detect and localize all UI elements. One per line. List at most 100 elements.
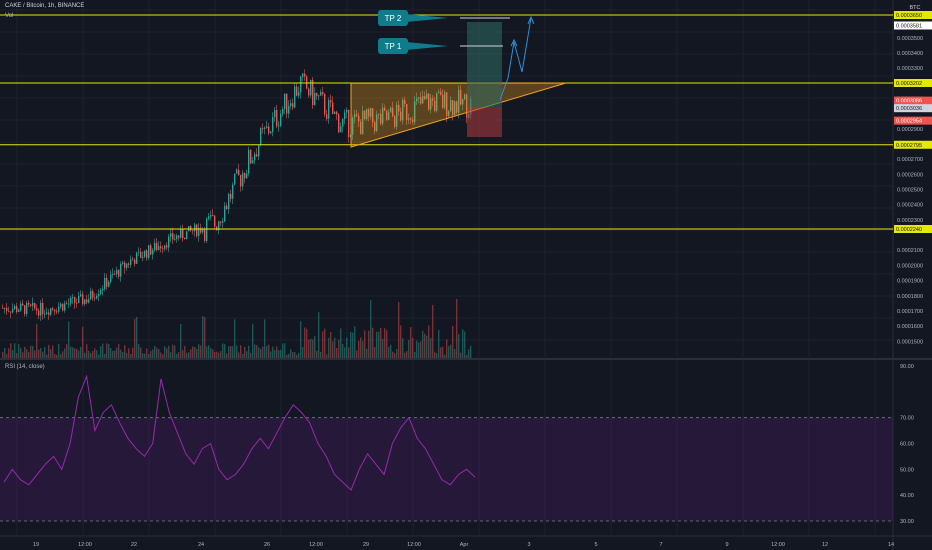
- candle-body: [120, 263, 122, 277]
- volume-bar: [456, 298, 458, 358]
- volume-bar: [18, 343, 20, 358]
- volume-bar: [352, 332, 354, 358]
- tp-bubble: [378, 10, 408, 26]
- candle-body: [90, 291, 92, 300]
- candle-body: [282, 109, 284, 114]
- candle-body: [268, 126, 270, 134]
- time-tick-label: 22: [131, 542, 137, 548]
- candle-body: [294, 86, 296, 108]
- candle-body: [62, 303, 64, 311]
- candle-body: [94, 297, 96, 299]
- candle-body: [398, 104, 400, 112]
- position-profit-zone: [467, 22, 502, 107]
- candle-body: [284, 93, 286, 110]
- volume-bar: [50, 349, 52, 358]
- candle-body: [178, 235, 180, 238]
- candle-body: [414, 101, 416, 123]
- volume-bar: [176, 353, 178, 358]
- volume-bar: [20, 347, 22, 358]
- volume-bar: [84, 352, 86, 358]
- volume-bar: [318, 312, 320, 358]
- candle-body: [226, 205, 228, 210]
- volume-bar: [292, 352, 294, 358]
- volume-bar: [24, 346, 26, 358]
- volume-bar: [404, 352, 406, 358]
- time-tick-label: 3: [527, 542, 530, 548]
- volume-bar: [218, 352, 220, 358]
- volume-bar: [270, 351, 272, 358]
- price-tick-label: 0.0002000: [897, 263, 923, 269]
- volume-bar: [432, 304, 434, 358]
- candle-body: [16, 306, 18, 312]
- candle-body: [8, 310, 10, 312]
- candle-body: [380, 113, 382, 124]
- candle-body: [140, 251, 142, 258]
- volume-bar: [408, 340, 410, 358]
- candle-body: [402, 99, 404, 121]
- volume-bar: [68, 321, 70, 358]
- candle-body: [182, 229, 184, 238]
- candle-body: [288, 106, 290, 114]
- candle-body: [34, 302, 36, 309]
- candle-body: [446, 92, 448, 116]
- volume-bar: [400, 325, 402, 358]
- candle-body: [358, 115, 360, 122]
- candle-body: [130, 259, 132, 265]
- volume-bar: [438, 330, 440, 358]
- candle-body: [262, 128, 264, 129]
- candle-body: [386, 110, 388, 120]
- tp-pointer: [406, 14, 448, 22]
- candle-body: [458, 89, 460, 113]
- candle-body: [372, 108, 374, 123]
- volume-bar: [288, 353, 290, 358]
- volume-bar: [186, 352, 188, 358]
- volume-bar: [342, 343, 344, 358]
- tp-label: TP 2: [385, 14, 402, 23]
- candle-body: [220, 221, 222, 223]
- candle-body: [76, 302, 78, 304]
- candle-body: [142, 256, 144, 258]
- volume-bar: [100, 346, 102, 358]
- volume-bar: [34, 350, 36, 358]
- volume-bar: [120, 349, 122, 358]
- price-label-box: [894, 104, 932, 113]
- volume-bar: [368, 330, 370, 358]
- candle-body: [456, 101, 458, 113]
- volume-bar: [448, 346, 450, 358]
- candle-body: [144, 250, 146, 257]
- candle-body: [138, 251, 140, 253]
- candle-body: [206, 218, 208, 241]
- candle-body: [118, 269, 120, 277]
- candle-body: [162, 248, 164, 249]
- candle-body: [318, 95, 320, 97]
- candle-body: [382, 107, 384, 124]
- candle-body: [238, 169, 240, 176]
- volume-bar: [22, 352, 24, 358]
- candle-body: [64, 303, 66, 311]
- rsi-band-fill: [0, 417, 893, 521]
- candle-body: [400, 111, 402, 121]
- volume-bar: [192, 346, 194, 358]
- volume-bar: [374, 347, 376, 358]
- volume-bar: [102, 343, 104, 358]
- candle-body: [152, 250, 154, 255]
- volume-bar: [62, 351, 64, 358]
- candle-body: [196, 224, 198, 236]
- volume-bar: [442, 346, 444, 358]
- candle-body: [40, 302, 42, 316]
- volume-bar: [10, 343, 12, 358]
- volume-bar: [94, 348, 96, 358]
- price-tick-label: 0.0001500: [897, 339, 923, 345]
- candle-body: [232, 184, 234, 199]
- price-tick-label: 0.0001700: [897, 309, 923, 315]
- volume-bar: [110, 347, 112, 358]
- time-tick-label: 19: [33, 542, 39, 548]
- volume-bar: [78, 350, 80, 358]
- rsi-tick-label: 30.00: [900, 519, 914, 525]
- time-tick-label: 5: [594, 542, 597, 548]
- candle-body: [366, 109, 368, 120]
- candle-body: [364, 110, 366, 120]
- candle-body: [408, 118, 410, 120]
- volume-bar: [264, 319, 266, 358]
